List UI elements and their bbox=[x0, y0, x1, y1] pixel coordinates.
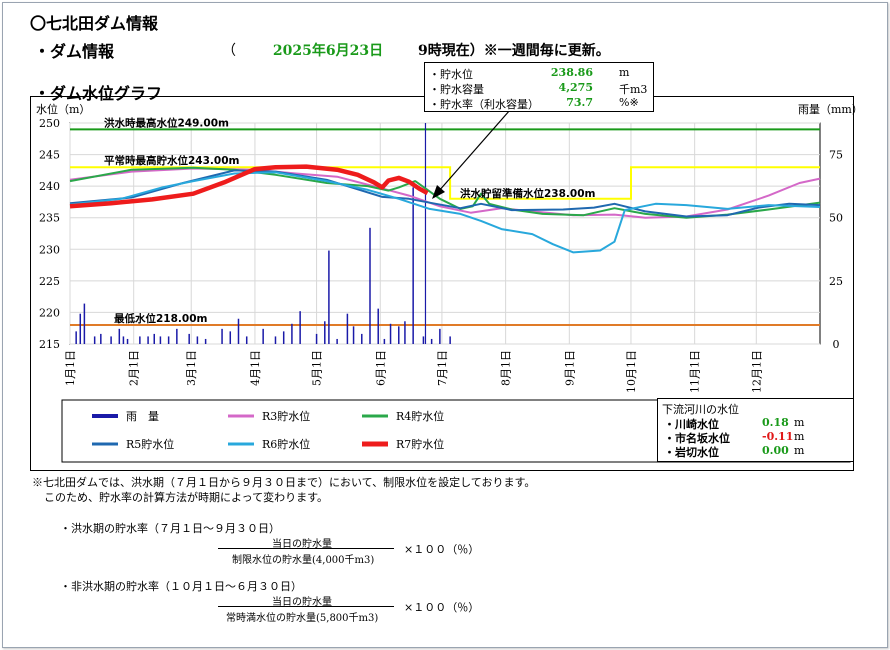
legend-label: R5貯水位 bbox=[126, 437, 174, 451]
river-value: -0.11 bbox=[762, 430, 794, 443]
legend-label: R7貯水位 bbox=[396, 437, 444, 451]
x-tick-label: 5月1日 bbox=[311, 350, 324, 386]
y-left-axis-label: 水位（m） bbox=[36, 102, 90, 116]
x-tick-label: 3月1日 bbox=[185, 350, 198, 386]
x-tick-label: 10月1日 bbox=[625, 350, 638, 393]
date-line: （ 2025年6月23日 9時現在）※一週間毎に更新。 bbox=[222, 40, 610, 60]
info-value: 238.86 bbox=[550, 66, 593, 79]
min-level-label: 最低水位218.00m bbox=[114, 312, 208, 325]
x-tick-label: 6月1日 bbox=[374, 350, 387, 386]
info-row-level: ・貯水位 238.86 m bbox=[429, 66, 649, 81]
note-line-2: このため、貯水率の計算方法が時期によって変わります。 bbox=[44, 491, 329, 504]
date-paren: （ bbox=[222, 43, 236, 59]
flood-fraction-bar bbox=[218, 548, 394, 549]
y-left-tick-label: 235 bbox=[39, 212, 60, 225]
x-tick-label: 1月1日 bbox=[64, 350, 77, 386]
series-line-R7貯水位 bbox=[69, 164, 429, 209]
river-label: ・岩切水位 bbox=[664, 446, 719, 459]
normal-max-level-label: 平常時最高貯水位243.00m bbox=[104, 154, 240, 167]
y-right-tick-label: 75 bbox=[829, 149, 843, 162]
y-left-tick-label: 245 bbox=[39, 149, 60, 162]
legend-label: R6貯水位 bbox=[262, 437, 310, 451]
nonflood-rate-numerator: 当日の貯水量 bbox=[272, 597, 332, 608]
info-label: ・貯水容量 bbox=[429, 83, 484, 96]
callout-arrow-line bbox=[437, 109, 511, 193]
y-right-tick-label: 0 bbox=[833, 338, 840, 351]
reservoir-info-box: ・貯水位 238.86 m ・貯水容量 4,275 千m3 ・貯水率（利水容量）… bbox=[424, 62, 654, 112]
y-right-axis-label: 雨量（mm） bbox=[798, 103, 863, 116]
flood-rate-denominator: 制限水位の貯水量(4,000千m3) bbox=[232, 555, 375, 566]
info-label: ・貯水率（利水容量） bbox=[429, 98, 539, 111]
legend-label: R4貯水位 bbox=[396, 409, 444, 423]
flood-rate-multiplier: ×１００（％） bbox=[404, 543, 480, 556]
info-value: 73.7 bbox=[566, 96, 593, 109]
note-line-1: ※七北田ダムでは、洪水期（７月１日から９月３０日まで）において、制限水位を設定し… bbox=[32, 476, 536, 489]
flood-max-level-label: 洪水時最高水位249.00m bbox=[104, 116, 229, 129]
x-tick-label: 8月1日 bbox=[500, 350, 513, 386]
callout-arrow-head bbox=[432, 185, 445, 199]
page-title: 〇七北田ダム情報 bbox=[30, 14, 159, 33]
river-unit: m bbox=[794, 444, 805, 457]
x-tick-label: 7月1日 bbox=[436, 350, 449, 386]
river-unit: m bbox=[794, 430, 805, 443]
y-left-tick-label: 215 bbox=[39, 338, 60, 351]
river-row: ・岩切水位 0.00 m bbox=[664, 444, 844, 459]
y-left-tick-label: 250 bbox=[39, 117, 60, 130]
y-left-tick-label: 240 bbox=[39, 180, 60, 193]
info-row-rate: ・貯水率（利水容量） 73.7 %※ bbox=[429, 96, 649, 111]
info-value: 4,275 bbox=[558, 81, 593, 94]
flood-prep-level-label: 洪水貯留準備水位238.00m bbox=[460, 187, 596, 200]
river-box-title: 下流河川の水位 bbox=[662, 403, 739, 416]
info-row-volume: ・貯水容量 4,275 千m3 bbox=[429, 81, 649, 96]
legend-label: 雨 量 bbox=[126, 410, 159, 423]
limit-level-line bbox=[70, 166, 820, 200]
flood-rate-title: ・洪水期の貯水率（７月１日～９月３０日） bbox=[60, 522, 280, 535]
x-tick-label: 12月1日 bbox=[750, 350, 763, 393]
x-tick-label: 2月1日 bbox=[128, 350, 141, 386]
info-unit: 千m3 bbox=[619, 83, 648, 96]
river-label: ・川崎水位 bbox=[664, 418, 719, 431]
y-left-tick-label: 225 bbox=[39, 275, 60, 288]
downstream-river-box: 下流河川の水位 ・川崎水位 0.18 m ・市名坂水位 -0.11 m ・岩切水… bbox=[657, 398, 854, 462]
nonflood-rate-title: ・非洪水期の貯水率（１０月１日～６月３０日） bbox=[60, 580, 302, 593]
nonflood-fraction-bar bbox=[218, 606, 394, 607]
river-unit: m bbox=[794, 416, 805, 429]
river-row: ・川崎水位 0.18 m bbox=[664, 416, 844, 431]
y-left-tick-label: 220 bbox=[39, 306, 60, 319]
y-right-tick-label: 25 bbox=[829, 275, 843, 288]
info-label: ・貯水位 bbox=[429, 68, 473, 81]
river-value: 0.00 bbox=[762, 444, 789, 457]
x-tick-label: 11月1日 bbox=[689, 350, 702, 393]
x-tick-label: 4月1日 bbox=[249, 350, 262, 386]
info-unit: %※ bbox=[619, 96, 639, 109]
nonflood-rate-denominator: 常時満水位の貯水量(5,800千m3) bbox=[226, 613, 379, 624]
flood-rate-numerator: 当日の貯水量 bbox=[272, 539, 332, 550]
nonflood-rate-multiplier: ×１００（％） bbox=[404, 601, 480, 614]
river-label: ・市名坂水位 bbox=[664, 432, 730, 445]
current-date: 2025年6月23日 bbox=[272, 43, 384, 59]
river-value: 0.18 bbox=[762, 416, 789, 429]
river-row: ・市名坂水位 -0.11 m bbox=[664, 430, 844, 445]
series-line-R6貯水位 bbox=[69, 171, 821, 254]
info-unit: m bbox=[619, 66, 630, 79]
x-tick-label: 9月1日 bbox=[563, 350, 576, 386]
legend-label: R3貯水位 bbox=[262, 409, 310, 423]
section-graph: ・ダム水位グラフ bbox=[34, 84, 163, 103]
update-note: 9時現在）※一週間毎に更新。 bbox=[418, 43, 610, 59]
y-right-tick-label: 50 bbox=[829, 212, 843, 225]
y-left-tick-label: 230 bbox=[39, 243, 60, 256]
section-dam-info: ・ダム情報 bbox=[34, 42, 115, 61]
